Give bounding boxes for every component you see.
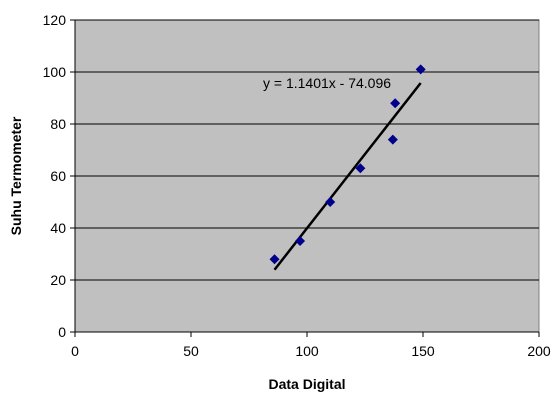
data-point	[295, 236, 306, 246]
x-tick-labels: 0 50 100 150 200	[71, 343, 551, 359]
data-point	[269, 254, 280, 265]
data-points	[269, 64, 426, 265]
y-tick-label: 0	[58, 324, 66, 340]
axes	[70, 19, 540, 337]
x-tick-label: 100	[295, 343, 319, 359]
y-tick-label: 80	[50, 116, 66, 132]
data-point	[390, 98, 401, 109]
y-tick-label: 40	[50, 220, 66, 236]
y-axis-title: Suhu Termometer	[8, 116, 24, 235]
gridlines	[75, 19, 539, 281]
x-tick-label: 150	[411, 343, 435, 359]
data-point	[355, 163, 366, 174]
x-axis-title: Data Digital	[268, 376, 345, 392]
data-point	[387, 134, 398, 145]
data-point	[415, 64, 426, 75]
x-tick-label: 200	[527, 343, 551, 359]
trendline-equation: y = 1.1401x - 74.096	[263, 75, 391, 91]
y-tick-labels: 0 20 40 60 80 100 120	[43, 12, 67, 340]
y-tick-label: 60	[50, 168, 66, 184]
y-tick-label: 120	[43, 12, 67, 28]
y-tick-label: 100	[43, 64, 67, 80]
x-tick-label: 50	[183, 343, 199, 359]
x-tick-label: 0	[71, 343, 79, 359]
y-tick-label: 20	[50, 272, 66, 288]
data-point	[325, 197, 336, 207]
